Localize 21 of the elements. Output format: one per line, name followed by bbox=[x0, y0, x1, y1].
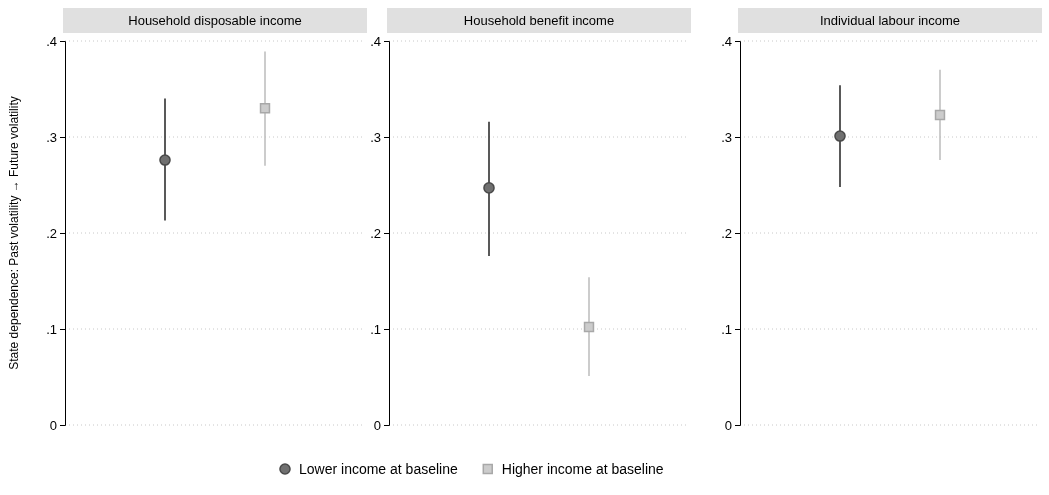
chart-title: Household disposable income bbox=[128, 13, 302, 28]
y-tick-label: .2 bbox=[46, 225, 57, 241]
y-tick-label: 0 bbox=[724, 417, 732, 433]
y-tick-label: 0 bbox=[373, 417, 381, 433]
y-tick-label: .2 bbox=[370, 225, 381, 241]
y-tick-label: .1 bbox=[721, 321, 732, 337]
chart-title: Household benefit income bbox=[463, 13, 615, 28]
y-tick-label: .1 bbox=[46, 321, 57, 337]
y-tick-label: 0 bbox=[49, 417, 57, 433]
legend-label: Higher income at baseline bbox=[501, 461, 664, 477]
chart-title: Individual labour income bbox=[819, 13, 961, 28]
legend-label: Lower income at baseline bbox=[299, 461, 458, 477]
y-tick-label: .4 bbox=[370, 33, 381, 49]
y-tick-label: .3 bbox=[721, 129, 732, 145]
y-tick-label: .4 bbox=[721, 33, 732, 49]
y-axis-title: State dependence: Past volatility → Future volatility bbox=[7, 96, 21, 370]
y-tick-label: .2 bbox=[721, 225, 732, 241]
y-tick-label: .3 bbox=[370, 129, 381, 145]
y-tick-label: .4 bbox=[46, 33, 57, 49]
y-tick-label: .1 bbox=[370, 321, 381, 337]
y-tick-label: .3 bbox=[46, 129, 57, 145]
